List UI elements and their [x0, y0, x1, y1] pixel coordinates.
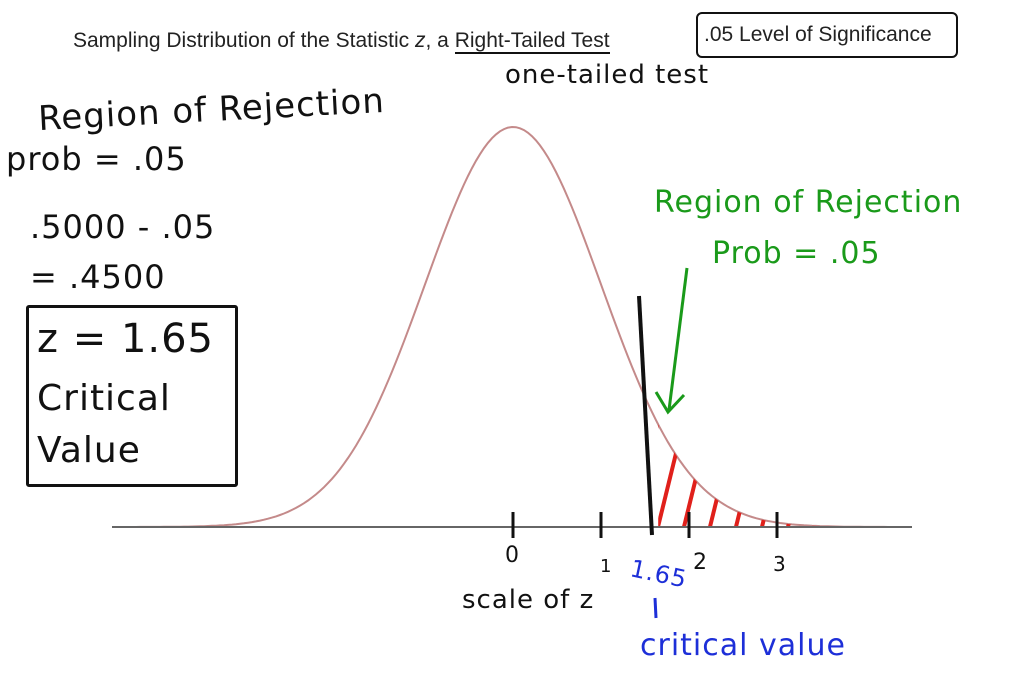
hatch-stroke [706, 424, 770, 527]
significance-box: .05 Level of Significance [696, 12, 958, 58]
hatch-stroke [836, 424, 900, 527]
title-comma: , a [425, 29, 455, 52]
value-word: Value [37, 430, 141, 471]
axis-ticks [511, 512, 779, 538]
tick-label-2: 2 [693, 550, 707, 575]
hatch-stroke [888, 424, 912, 527]
one-tailed-note: one-tailed test [505, 60, 710, 90]
tick-label-3: 3 [773, 552, 786, 576]
diagram-title: Sampling Distribution of the Statistic z… [73, 26, 610, 56]
rejection-region-hatch [658, 290, 1028, 535]
significance-level: .05 Level of Significance [704, 23, 932, 46]
title-test: Right-Tailed Test [454, 29, 610, 54]
calc-line-1: .5000 - .05 [30, 208, 216, 246]
title-stat: z [415, 29, 426, 52]
region-right-note: Region of Rejection [654, 185, 963, 220]
hatch-stroke [680, 424, 744, 527]
green-arrow [654, 267, 689, 415]
hatch-stroke [758, 424, 822, 527]
calc-line-2: = .4500 [30, 258, 166, 296]
critical-word: Critical [37, 378, 171, 419]
critical-line [637, 295, 654, 536]
tick-label-0: 0 [505, 543, 519, 568]
hatch-stroke [916, 290, 976, 535]
hatch-stroke [942, 290, 1002, 535]
scale-label: scale of z [462, 585, 595, 615]
hatch-stroke [968, 290, 1028, 535]
hatch-stroke [658, 424, 718, 527]
critical-value-label: critical value [640, 628, 846, 663]
z-critical-box: z = 1.65 Critical Value [26, 305, 238, 487]
hatch-stroke [862, 424, 912, 527]
hatch-stroke [784, 424, 848, 527]
z-value: z = 1.65 [37, 316, 215, 362]
prob-right-note: Prob = .05 [712, 236, 881, 271]
critical-pointer [653, 597, 658, 619]
hatch-stroke [810, 424, 874, 527]
tick-label-1: 1 [600, 556, 612, 577]
hatch-stroke [732, 424, 796, 527]
prob-left-note: prob = .05 [6, 140, 187, 178]
normal-curve [112, 125, 912, 528]
title-prefix: Sampling Distribution of the Statistic [73, 29, 415, 52]
